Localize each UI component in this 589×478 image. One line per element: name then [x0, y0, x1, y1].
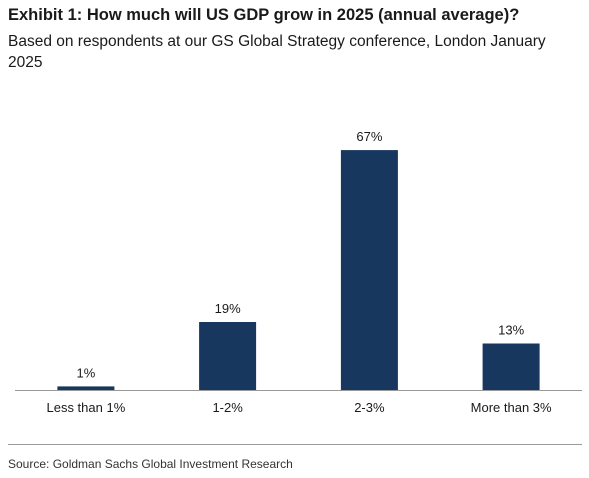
category-label-more-than-3: More than 3% — [471, 400, 552, 415]
value-label-2-3: 67% — [356, 129, 382, 144]
bar-chart: 1% Less than 1% 19% 1-2% 67% 2-3% 13% More than… — [15, 129, 582, 415]
footer-divider — [8, 444, 582, 445]
bar-1-2 — [199, 322, 257, 390]
bar-more-than-3 — [482, 343, 540, 390]
category-label-1-2: 1-2% — [212, 400, 243, 415]
value-label-1-2: 19% — [215, 301, 241, 316]
category-label-less-than-1: Less than 1% — [46, 400, 125, 415]
source-note: Source: Goldman Sachs Global Investment … — [8, 457, 293, 471]
chart-subtitle: Based on respondents at our GS Global St… — [8, 33, 546, 71]
bar-less-than-1 — [57, 386, 115, 390]
value-label-less-than-1: 1% — [76, 365, 95, 380]
category-label-2-3: 2-3% — [354, 400, 385, 415]
value-label-more-than-3: 13% — [498, 323, 524, 338]
bar-2-3 — [340, 150, 398, 390]
chart-title: Exhibit 1: How much will US GDP grow in … — [8, 6, 520, 24]
